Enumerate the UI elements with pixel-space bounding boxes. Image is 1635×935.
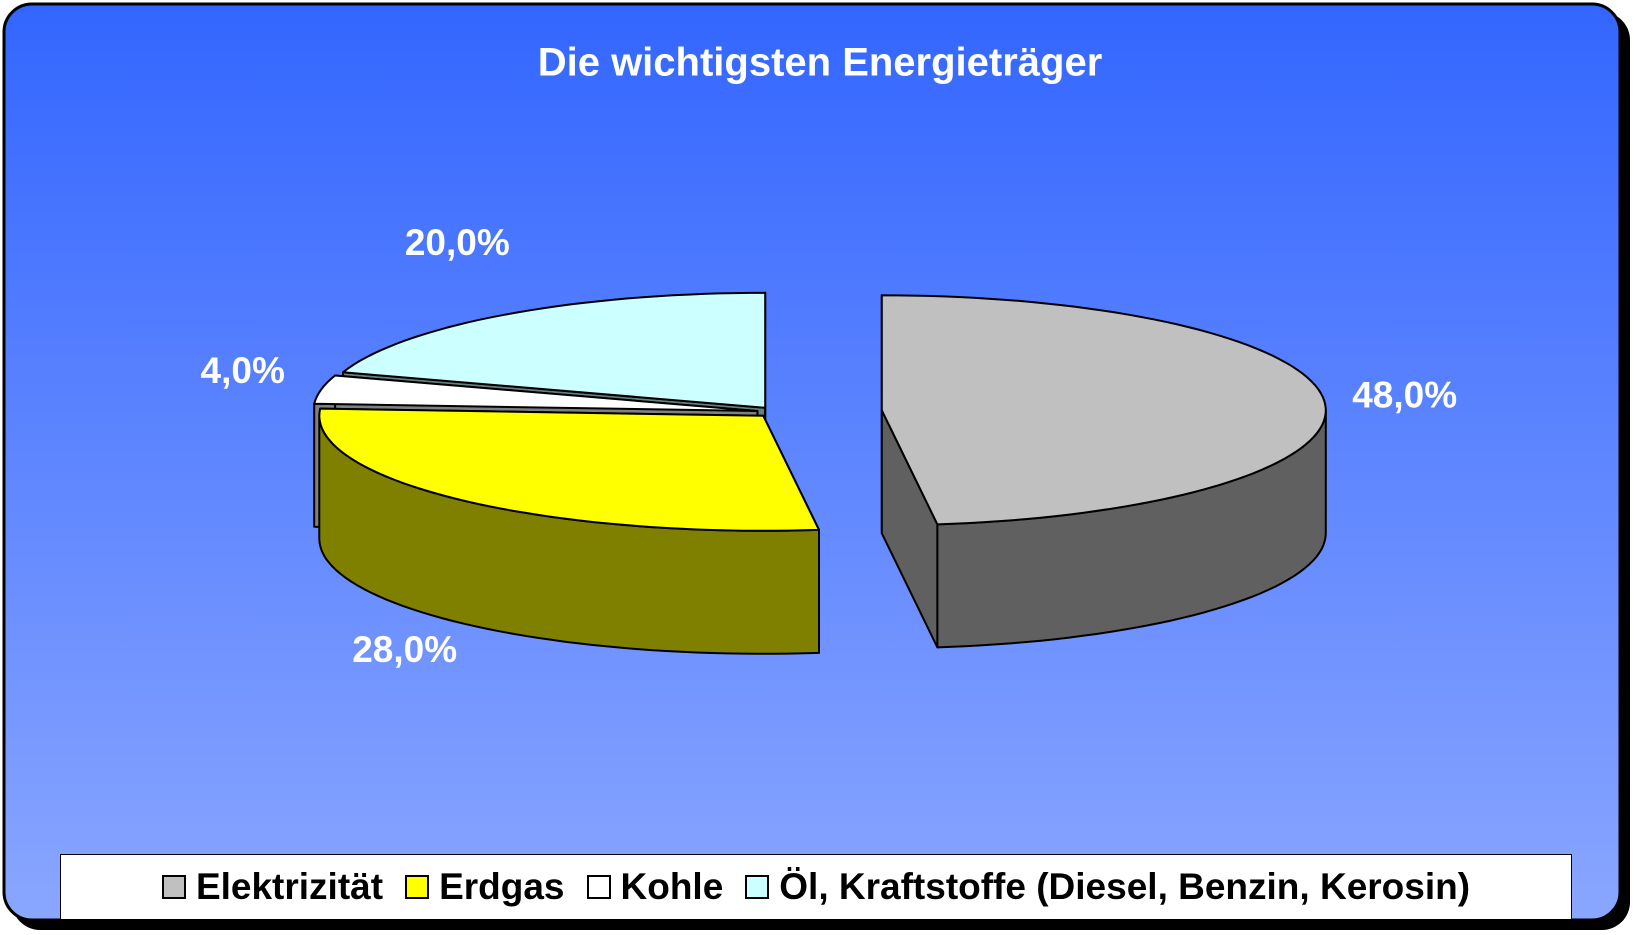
- legend-swatch: [161, 875, 186, 899]
- data-label: 28,0%: [352, 629, 457, 670]
- legend-item: Erdgas: [405, 866, 565, 908]
- legend-swatch: [745, 875, 770, 899]
- slice: [880, 294, 1327, 526]
- chart-title: Die wichtigsten Energieträger: [538, 41, 1103, 85]
- legend-label: Elektrizität: [195, 866, 384, 907]
- legend-item: Öl, Kraftstoffe (Diesel, Benzin, Kerosin…: [745, 866, 1470, 908]
- legend: Elektrizität Erdgas Kohle Öl, Kraftstoffe (…: [60, 854, 1572, 920]
- legend-label: Öl, Kraftstoffe (Diesel, Benzin, Kerosin…: [779, 866, 1471, 907]
- legend-item: Elektrizität: [161, 866, 384, 908]
- legend-item: Kohle: [586, 866, 724, 908]
- slice: [318, 407, 820, 532]
- data-label: 48,0%: [1352, 374, 1457, 415]
- data-label: 4,0%: [201, 350, 285, 391]
- background: [2, 2, 1622, 922]
- legend-swatch: [405, 875, 430, 899]
- legend-label: Kohle: [620, 866, 724, 907]
- legend-label: Erdgas: [439, 866, 565, 907]
- pie: [313, 291, 1327, 655]
- data-label: 20,0%: [405, 222, 510, 263]
- slice: [313, 374, 759, 412]
- legend-swatch: [586, 875, 611, 899]
- slice: [342, 291, 767, 409]
